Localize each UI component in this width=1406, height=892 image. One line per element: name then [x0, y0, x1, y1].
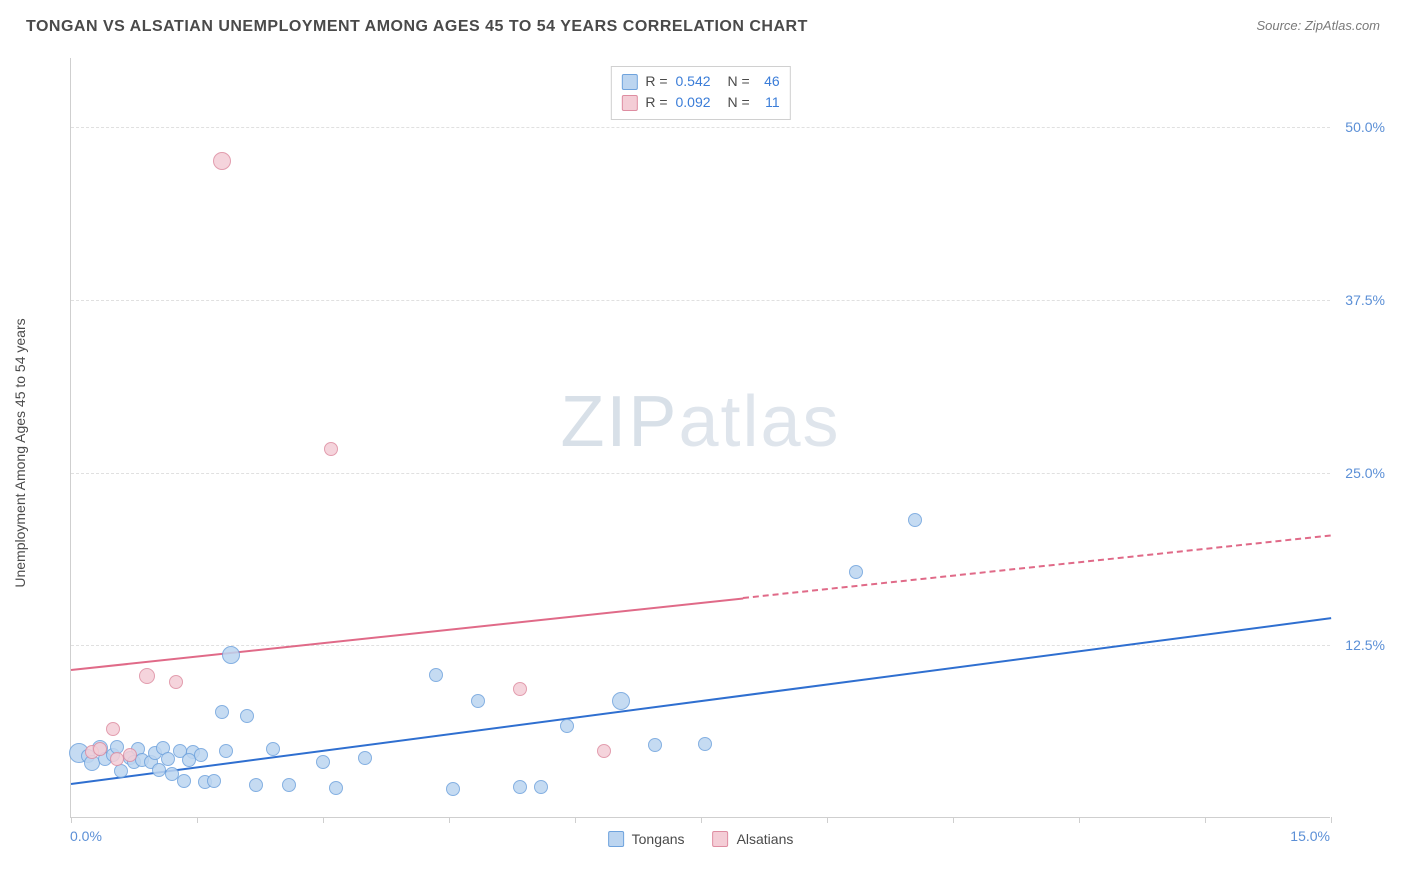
data-point — [429, 668, 443, 682]
correlation-row: R = 0.092 N = 11 — [621, 92, 779, 113]
x-axis-min-label: 0.0% — [70, 828, 102, 844]
r-label: R = — [645, 71, 667, 92]
data-point — [106, 722, 120, 736]
trend-line — [71, 597, 743, 670]
x-tick — [575, 817, 576, 823]
correlation-row: R = 0.542 N = 46 — [621, 71, 779, 92]
r-label: R = — [645, 92, 667, 113]
data-point — [177, 774, 191, 788]
n-value: 46 — [758, 71, 780, 92]
data-point — [513, 682, 527, 696]
gridline — [71, 645, 1330, 646]
trend-line — [743, 535, 1331, 600]
data-point — [282, 778, 296, 792]
x-axis-max-label: 15.0% — [1290, 828, 1330, 844]
trend-line — [71, 618, 1331, 786]
correlation-legend: R = 0.542 N = 46 R = 0.092 N = 11 — [610, 66, 790, 120]
n-label: N = — [728, 92, 750, 113]
n-value: 11 — [758, 92, 780, 113]
data-point — [358, 751, 372, 765]
n-label: N = — [728, 71, 750, 92]
data-point — [534, 780, 548, 794]
gridline — [71, 300, 1330, 301]
x-tick — [827, 817, 828, 823]
data-point — [324, 442, 338, 456]
y-tick-label: 37.5% — [1345, 292, 1385, 308]
x-tick — [1079, 817, 1080, 823]
data-point — [446, 782, 460, 796]
r-value: 0.542 — [676, 71, 720, 92]
data-point — [249, 778, 263, 792]
scatter-chart: Unemployment Among Ages 45 to 54 years Z… — [50, 58, 1380, 848]
data-point — [240, 709, 254, 723]
y-tick-label: 25.0% — [1345, 465, 1385, 481]
data-point — [648, 738, 662, 752]
r-value: 0.092 — [676, 92, 720, 113]
chart-title: TONGAN VS ALSATIAN UNEMPLOYMENT AMONG AG… — [26, 18, 808, 36]
data-point — [908, 513, 922, 527]
watermark: ZIPatlas — [560, 381, 840, 463]
data-point — [222, 646, 240, 664]
y-tick-label: 12.5% — [1345, 637, 1385, 653]
x-tick — [1331, 817, 1332, 823]
plot-region: ZIPatlas R =0.542N =46R =0.092N =11 Tong… — [70, 58, 1330, 818]
data-point — [169, 675, 183, 689]
data-point — [612, 692, 630, 710]
data-point — [93, 742, 107, 756]
data-point — [266, 742, 280, 756]
data-point — [597, 744, 611, 758]
data-point — [213, 152, 231, 170]
data-point — [698, 737, 712, 751]
data-point — [316, 755, 330, 769]
data-point — [219, 744, 233, 758]
x-tick — [953, 817, 954, 823]
x-tick — [1205, 817, 1206, 823]
x-tick — [323, 817, 324, 823]
x-tick — [197, 817, 198, 823]
data-point — [139, 668, 155, 684]
series-swatch — [621, 95, 637, 111]
source-attribution: Source: ZipAtlas.com — [1256, 18, 1380, 33]
x-tick — [71, 817, 72, 823]
x-tick — [449, 817, 450, 823]
series-swatch — [621, 74, 637, 90]
data-point — [560, 719, 574, 733]
gridline — [71, 127, 1330, 128]
y-tick-label: 50.0% — [1345, 119, 1385, 135]
data-point — [329, 781, 343, 795]
data-point — [215, 705, 229, 719]
gridline — [71, 473, 1330, 474]
data-point — [849, 565, 863, 579]
data-point — [207, 774, 221, 788]
data-point — [194, 748, 208, 762]
data-point — [114, 764, 128, 778]
data-point — [123, 748, 137, 762]
data-point — [161, 752, 175, 766]
data-point — [471, 694, 485, 708]
x-tick — [701, 817, 702, 823]
data-point — [513, 780, 527, 794]
y-axis-title: Unemployment Among Ages 45 to 54 years — [12, 318, 28, 587]
